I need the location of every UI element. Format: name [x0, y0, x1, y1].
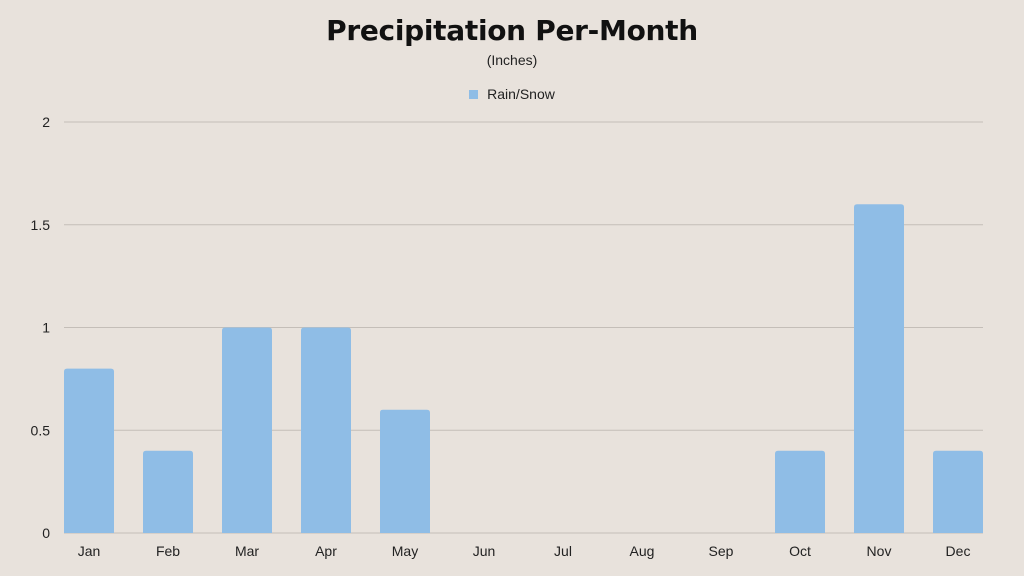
bar-nov — [854, 204, 904, 533]
bar-may — [380, 409, 430, 533]
bar-feb — [143, 450, 193, 533]
x-tick-label: Nov — [867, 543, 892, 559]
y-tick-label: 0.5 — [31, 422, 51, 438]
x-tick-label: Oct — [789, 543, 811, 559]
y-tick-label: 0 — [42, 525, 50, 541]
bar-jan — [64, 368, 114, 533]
bar-oct — [775, 450, 825, 533]
x-tick-label: Apr — [315, 543, 337, 559]
x-tick-label: May — [392, 543, 418, 559]
bar-dec — [933, 450, 983, 533]
x-tick-label: Jun — [473, 543, 496, 559]
x-tick-label: Mar — [235, 543, 259, 559]
chart-title: Precipitation Per-Month — [326, 14, 698, 47]
bar-mar — [222, 327, 272, 533]
x-tick-label: Feb — [156, 543, 180, 559]
x-tick-label: Sep — [709, 543, 734, 559]
y-tick-label: 1 — [42, 320, 50, 336]
y-tick-label: 2 — [42, 114, 50, 130]
legend-label: Rain/Snow — [487, 86, 555, 102]
x-tick-label: Jul — [554, 543, 572, 559]
x-tick-label: Dec — [946, 543, 971, 559]
y-tick-label: 1.5 — [31, 217, 51, 233]
legend-swatch — [469, 89, 479, 99]
chart-subtitle: (Inches) — [486, 52, 538, 68]
x-tick-label: Aug — [630, 543, 655, 559]
chart-legend: Rain/Snow — [0, 86, 1024, 102]
x-tick-label: Jan — [78, 543, 101, 559]
bar-apr — [301, 327, 351, 533]
